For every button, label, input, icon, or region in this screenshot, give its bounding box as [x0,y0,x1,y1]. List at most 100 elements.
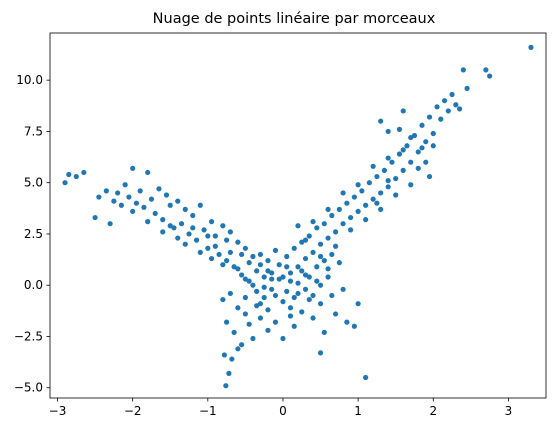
data-point [404,143,410,149]
data-point [363,202,369,208]
data-point [137,188,143,194]
x-axis: −3 −2 −1 0 1 2 3 [49,398,513,418]
data-point [224,258,230,264]
data-point [400,108,406,114]
data-point [107,221,113,227]
data-point [310,315,316,321]
data-point [148,196,155,202]
data-point [419,122,425,128]
data-point [306,274,312,280]
data-point [370,163,376,169]
data-point [145,169,151,176]
data-point [332,243,339,249]
data-point [355,182,361,188]
data-point [430,143,436,149]
data-point [310,249,316,256]
data-point [445,108,451,114]
data-point [261,274,267,280]
data-point [393,192,399,198]
data-point [306,296,312,303]
data-point [81,169,87,176]
data-point [66,171,72,178]
data-point [92,214,98,221]
data-point [295,223,301,229]
data-point [175,235,181,241]
data-point [291,323,297,329]
y-tick-label: 0.0 [24,278,43,292]
data-point [118,202,124,208]
data-point [487,73,493,79]
points-layer [62,44,534,389]
data-point [280,335,286,342]
data-point [426,173,433,180]
data-point [295,280,301,286]
data-point [265,258,271,264]
x-tick-label: −2 [124,404,142,418]
data-point [396,151,403,157]
x-tick-label: 3 [505,404,513,418]
data-point [208,255,215,262]
data-point [269,276,275,282]
data-point [438,116,444,122]
data-point [415,165,421,171]
data-point [242,311,248,317]
data-point [528,44,534,50]
data-point [378,118,384,124]
data-point [212,233,218,239]
data-point [246,321,252,327]
data-point [460,67,466,73]
data-point [340,190,346,196]
data-point [321,221,327,227]
data-point [223,383,229,389]
data-point [235,239,241,245]
data-point [284,288,290,294]
data-point [250,335,256,342]
data-point [160,229,166,235]
data-point [344,319,350,325]
data-point [434,104,440,110]
data-point [220,296,226,303]
data-point [272,247,279,253]
data-point [269,270,275,276]
data-point [332,311,339,317]
data-point [265,307,271,313]
data-point [464,85,470,91]
data-point [257,251,264,258]
data-point [280,299,286,305]
data-point [250,282,256,288]
data-point [220,262,226,268]
data-point [265,327,271,333]
data-point [167,223,173,229]
data-point [261,294,267,301]
data-point [329,212,335,219]
x-tick-label: −1 [199,404,217,418]
data-point [295,290,301,297]
data-point [374,173,380,180]
data-point [212,243,218,249]
data-point [205,233,211,239]
data-point [257,315,264,321]
data-point [295,264,301,270]
data-point [220,223,226,229]
y-tick-label: 5.0 [24,176,43,190]
data-point [314,225,320,231]
data-point [449,91,455,98]
data-point [348,227,354,233]
data-point [226,370,232,376]
data-point [287,278,294,284]
data-point [317,350,324,356]
data-point [111,198,117,204]
data-point [314,264,320,270]
data-point [408,159,414,165]
data-point [317,301,324,307]
data-point [385,178,391,184]
data-point [224,237,230,243]
data-point [456,106,463,112]
data-point [115,190,121,196]
data-point [227,290,233,297]
data-point [317,282,324,288]
data-point [400,167,406,173]
data-point [190,212,196,219]
data-point [160,217,166,223]
data-point [287,313,294,319]
